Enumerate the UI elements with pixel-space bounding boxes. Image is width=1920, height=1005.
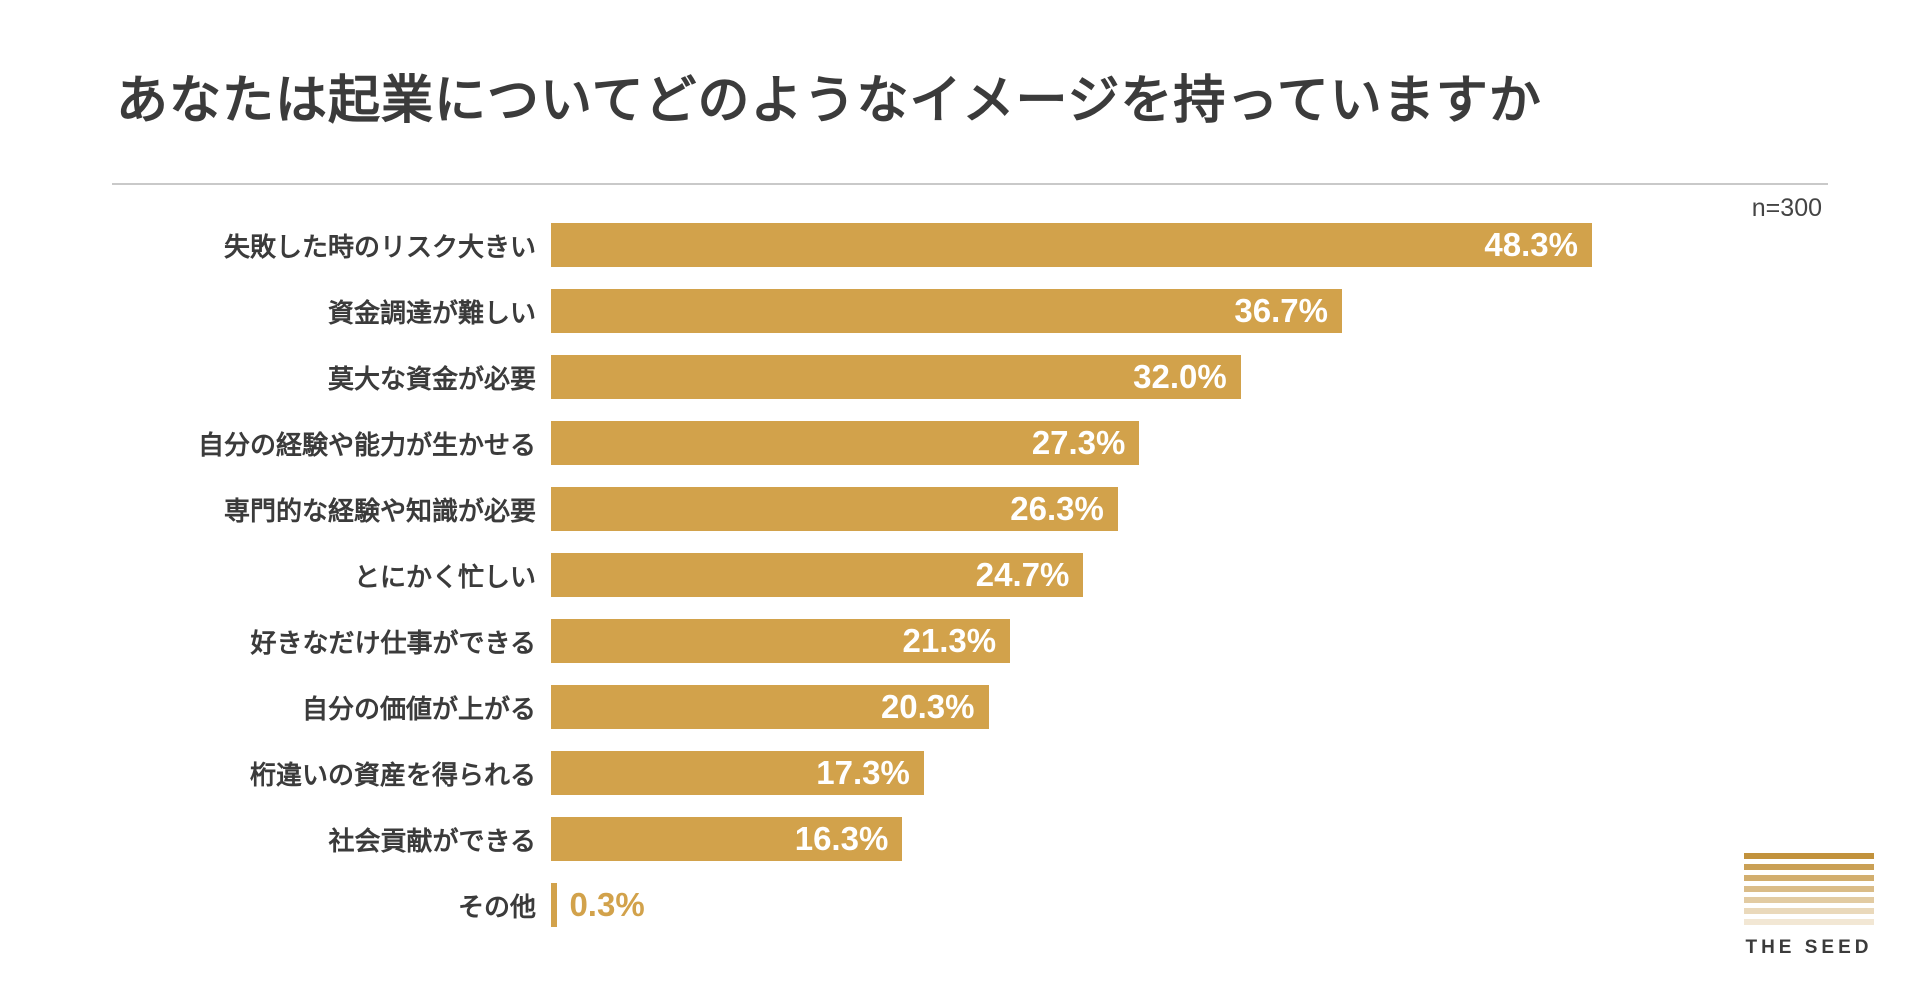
bar-chart: 失敗した時のリスク大きい 48.3% 資金調達が難しい 36.7% 莫大な資金が必要 32… [116,212,1836,938]
category-label: 専門的な経験や知識が必要 [223,495,536,526]
bar-row: 社会貢献ができる 16.3% [116,806,1836,872]
value-label: 17.3% [816,754,910,791]
bar-row: 専門的な経験や知識が必要 26.3% [116,476,1836,542]
bar: 20.3% [551,685,989,729]
logo-stripe [1744,864,1874,870]
logo-stripe [1744,886,1874,892]
value-label: 36.7% [1234,292,1328,329]
value-label: 16.3% [794,820,889,857]
value-label: 24.7% [975,556,1070,593]
bar-row: 自分の経験や能力が生かせる 27.3% [116,410,1836,476]
the-seed-logo: THE SEED [1744,853,1874,959]
bar: 16.3% [551,817,903,861]
sample-size-label: n=300 [1751,194,1822,222]
logo-stripe [1744,897,1874,903]
bar-track: 0.3% [551,883,1592,927]
chart-title: あなたは起業についてどのようなイメージを持っていますか [116,72,1542,130]
logo-stripe [1744,853,1874,859]
value-label: 48.3% [1484,226,1578,263]
logo-stripe [1744,908,1874,914]
value-label: 32.0% [1133,358,1227,395]
bar-row: 失敗した時のリスク大きい 48.3% [116,212,1836,278]
bar-track: 21.3% [551,619,1592,663]
bar-track: 27.3% [551,421,1592,465]
bar: 48.3% [551,223,1592,267]
bar-row: 好きなだけ仕事ができる 21.3% [116,608,1836,674]
bar: 24.7% [551,553,1084,597]
category-label: 自分の価値が上がる [301,693,536,724]
bar-row: その他 0.3% [116,872,1836,938]
category-label: 自分の経験や能力が生かせる [197,429,536,460]
category-label: 社会貢献ができる [328,825,536,856]
bar-track: 48.3% [551,223,1592,267]
bar-track: 32.0% [551,355,1592,399]
category-label: 好きなだけ仕事ができる [250,627,536,658]
category-label: 桁違いの資産を得られる [249,759,536,790]
bar: 27.3% [551,421,1140,465]
value-label: 26.3% [1010,490,1104,527]
logo-stripes-icon [1744,853,1874,925]
bar: 26.3% [551,487,1118,531]
category-label: その他 [457,891,536,922]
logo-text: THE SEED [1745,937,1873,958]
bar [551,883,558,927]
bar-row: とにかく忙しい 24.7% [116,542,1836,608]
bar-track: 20.3% [551,685,1592,729]
category-label: 失敗した時のリスク大きい [223,231,536,262]
category-label: 資金調達が難しい [327,297,536,328]
title-divider [112,183,1828,185]
bar-row: 莫大な資金が必要 32.0% [116,344,1836,410]
logo-stripe [1744,875,1874,881]
category-label: 莫大な資金が必要 [327,363,536,394]
value-label: 21.3% [902,622,997,659]
logo-stripe [1744,919,1874,925]
bar-row: 自分の価値が上がる 20.3% [116,674,1836,740]
value-label: 27.3% [1031,424,1126,461]
bar: 17.3% [551,751,924,795]
category-label: とにかく忙しい [353,561,536,592]
bar-track: 26.3% [551,487,1592,531]
bar-track: 36.7% [551,289,1592,333]
bar: 32.0% [551,355,1241,399]
bar: 36.7% [551,289,1342,333]
bar-row: 桁違いの資産を得られる 17.3% [116,740,1836,806]
bar-track: 24.7% [551,553,1592,597]
bar-row: 資金調達が難しい 36.7% [116,278,1836,344]
bar-track: 16.3% [551,817,1592,861]
value-label: 0.3% [569,886,645,923]
bar: 21.3% [551,619,1011,663]
value-label: 20.3% [880,688,975,725]
bar-track: 17.3% [551,751,1592,795]
